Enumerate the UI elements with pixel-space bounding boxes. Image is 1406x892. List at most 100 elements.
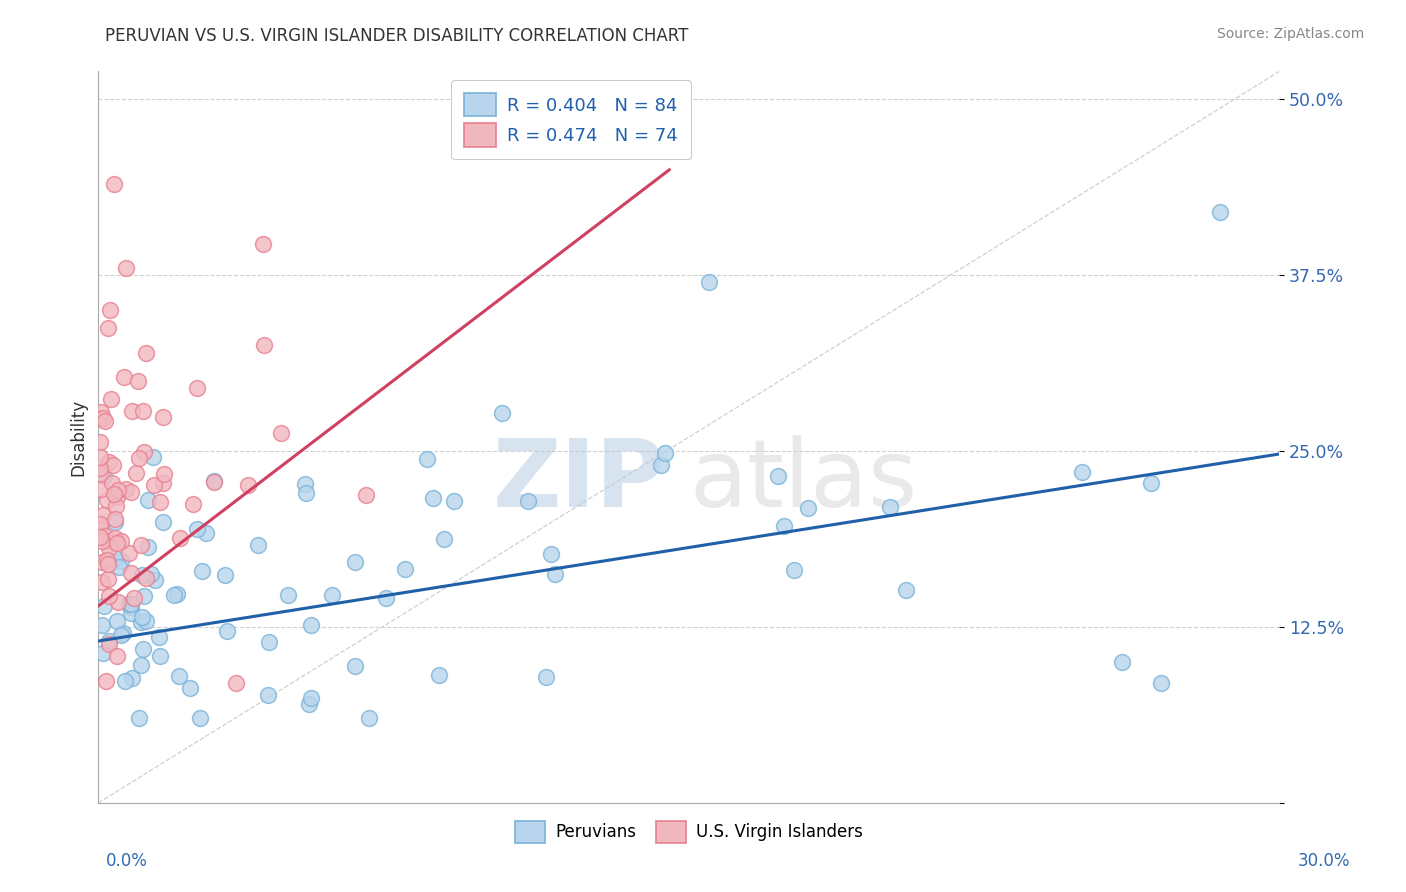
- Point: [89, 450, 111, 464]
- Point: [110, 554, 132, 568]
- Point: [343, 659, 366, 673]
- Point: [214, 567, 236, 582]
- Point: [131, 538, 153, 552]
- Point: [1209, 205, 1232, 219]
- Point: [97, 557, 120, 571]
- Point: [236, 478, 259, 492]
- Point: [879, 500, 901, 515]
- Point: [186, 381, 208, 395]
- Point: [93, 469, 115, 483]
- Point: [134, 444, 156, 458]
- Point: [97, 321, 120, 335]
- Point: [139, 566, 162, 581]
- Point: [422, 491, 444, 505]
- Point: [135, 571, 157, 585]
- Point: [120, 566, 142, 581]
- Point: [105, 536, 128, 550]
- Point: [152, 409, 174, 424]
- Point: [416, 451, 439, 466]
- Point: [149, 648, 172, 663]
- Point: [97, 589, 120, 603]
- Point: [132, 404, 155, 418]
- Point: [89, 517, 111, 532]
- Text: Source: ZipAtlas.com: Source: ZipAtlas.com: [1216, 27, 1364, 41]
- Point: [136, 493, 159, 508]
- Point: [491, 406, 513, 420]
- Point: [120, 485, 142, 500]
- Point: [91, 646, 114, 660]
- Point: [375, 591, 398, 606]
- Point: [91, 411, 114, 425]
- Point: [163, 588, 186, 602]
- Point: [253, 338, 276, 352]
- Point: [91, 618, 114, 632]
- Point: [103, 487, 125, 501]
- Point: [105, 490, 128, 504]
- Point: [129, 615, 152, 629]
- Point: [433, 532, 456, 546]
- Point: [103, 177, 125, 191]
- Point: [166, 586, 188, 600]
- Point: [120, 599, 142, 614]
- Point: [90, 483, 112, 497]
- Text: atlas: atlas: [689, 435, 917, 527]
- Point: [294, 476, 316, 491]
- Point: [534, 670, 557, 684]
- Point: [252, 236, 274, 251]
- Point: [169, 531, 191, 545]
- Point: [654, 446, 676, 460]
- Point: [277, 588, 299, 602]
- Point: [135, 345, 157, 359]
- Point: [90, 404, 112, 418]
- Point: [89, 530, 111, 544]
- Point: [121, 404, 143, 418]
- Point: [104, 499, 127, 513]
- Point: [91, 508, 114, 522]
- Point: [257, 688, 280, 702]
- Point: [90, 534, 112, 549]
- Point: [299, 690, 322, 705]
- Point: [114, 674, 136, 689]
- Point: [427, 667, 450, 681]
- Point: [121, 671, 143, 685]
- Point: [1150, 676, 1173, 690]
- Point: [98, 303, 121, 318]
- Point: [142, 450, 165, 465]
- Point: [94, 414, 117, 428]
- Point: [321, 588, 343, 602]
- Point: [540, 547, 562, 561]
- Point: [202, 475, 225, 489]
- Point: [766, 469, 789, 483]
- Point: [191, 564, 214, 578]
- Point: [1139, 476, 1161, 491]
- Point: [118, 597, 141, 611]
- Point: [105, 648, 128, 663]
- Point: [118, 546, 141, 560]
- Point: [96, 492, 118, 507]
- Point: [97, 573, 120, 587]
- Point: [131, 610, 153, 624]
- Point: [93, 599, 115, 614]
- Point: [132, 642, 155, 657]
- Point: [125, 467, 148, 481]
- Point: [97, 634, 120, 648]
- Point: [120, 597, 142, 611]
- Point: [110, 628, 132, 642]
- Point: [894, 582, 917, 597]
- Point: [143, 478, 166, 492]
- Point: [104, 532, 127, 546]
- Point: [124, 591, 146, 605]
- Point: [783, 563, 806, 577]
- Point: [100, 392, 122, 407]
- Y-axis label: Disability: Disability: [69, 399, 87, 475]
- Point: [152, 515, 174, 529]
- Point: [188, 711, 211, 725]
- Point: [299, 618, 322, 632]
- Point: [517, 493, 540, 508]
- Point: [202, 474, 225, 488]
- Point: [796, 501, 818, 516]
- Point: [105, 615, 128, 629]
- Point: [344, 555, 367, 569]
- Point: [135, 614, 157, 628]
- Point: [143, 573, 166, 587]
